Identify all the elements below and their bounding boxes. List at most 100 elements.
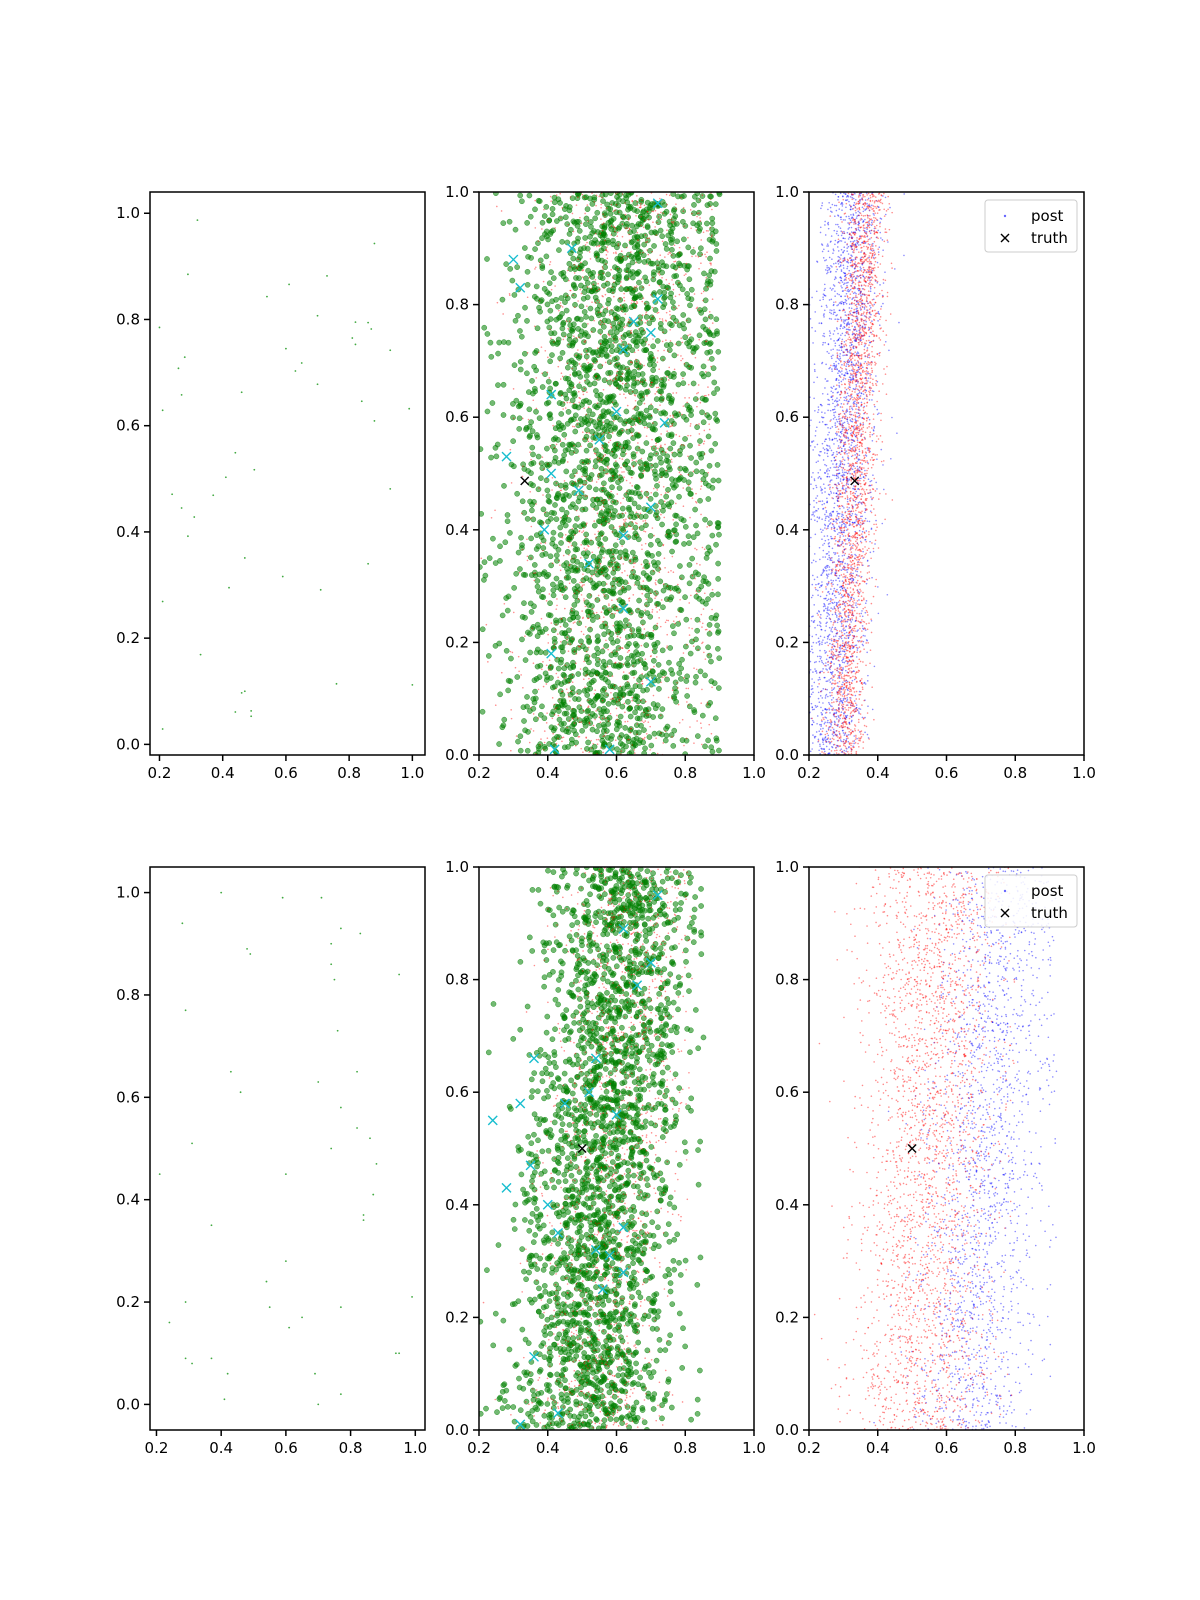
point <box>864 469 866 472</box>
point <box>631 390 634 393</box>
point <box>563 307 570 314</box>
point <box>542 748 545 751</box>
point <box>686 540 692 546</box>
point <box>568 736 575 743</box>
point <box>632 388 639 395</box>
point <box>564 407 567 409</box>
point <box>569 374 572 376</box>
point <box>840 748 843 750</box>
point <box>671 206 678 213</box>
point <box>576 689 582 695</box>
point <box>678 266 680 268</box>
point <box>504 518 511 525</box>
point <box>697 225 703 232</box>
point <box>595 481 598 483</box>
point <box>602 607 605 610</box>
point <box>645 732 648 735</box>
point <box>695 668 698 671</box>
x-marker <box>645 676 656 687</box>
point <box>639 396 646 402</box>
point <box>635 511 638 514</box>
point <box>630 569 636 575</box>
point <box>633 749 636 751</box>
point <box>488 454 494 461</box>
point <box>683 744 685 747</box>
point <box>597 569 604 575</box>
point <box>573 425 576 428</box>
point <box>576 464 583 471</box>
point <box>587 406 590 409</box>
point <box>600 523 603 526</box>
point <box>593 447 599 454</box>
point <box>672 392 674 394</box>
point <box>832 313 835 315</box>
point <box>526 296 529 299</box>
point <box>644 601 650 608</box>
point <box>681 413 687 420</box>
point <box>672 620 675 623</box>
point <box>596 743 599 745</box>
point <box>615 576 621 583</box>
point <box>833 330 836 332</box>
point <box>665 193 668 196</box>
point <box>608 420 614 427</box>
point <box>535 266 537 269</box>
point <box>537 240 540 242</box>
point <box>582 573 584 575</box>
point <box>711 322 714 324</box>
point <box>651 445 657 452</box>
point <box>686 580 693 587</box>
point <box>630 432 633 434</box>
point <box>511 292 518 298</box>
point <box>834 388 837 391</box>
point <box>594 278 597 281</box>
point <box>602 574 605 577</box>
point <box>529 378 535 384</box>
point <box>601 196 603 199</box>
point <box>602 751 605 754</box>
point <box>896 432 898 434</box>
point <box>643 347 649 353</box>
point <box>579 704 582 707</box>
point <box>705 737 711 744</box>
point <box>510 749 512 752</box>
point <box>621 372 624 375</box>
point <box>686 406 692 413</box>
point <box>564 586 567 589</box>
y-tick-label: 0.8 <box>445 296 469 314</box>
point <box>705 596 711 602</box>
point <box>686 562 693 568</box>
point <box>647 597 653 604</box>
point <box>564 335 567 338</box>
point <box>828 609 830 611</box>
point <box>618 700 620 702</box>
point <box>552 435 559 442</box>
point <box>603 670 609 676</box>
point <box>826 444 828 447</box>
point <box>674 343 677 345</box>
point <box>696 398 699 400</box>
point <box>863 315 866 317</box>
point <box>634 405 637 408</box>
point <box>661 276 663 279</box>
point <box>542 649 549 656</box>
point <box>639 477 641 480</box>
point <box>592 433 595 436</box>
point <box>677 606 684 613</box>
point <box>596 456 599 459</box>
point <box>644 219 646 222</box>
point <box>670 425 672 428</box>
point <box>610 237 616 244</box>
point <box>629 731 632 734</box>
point <box>703 440 706 443</box>
point <box>625 421 628 424</box>
point <box>619 316 626 323</box>
point <box>824 539 827 542</box>
point <box>527 213 534 220</box>
point <box>669 314 671 316</box>
point <box>696 392 698 395</box>
point <box>876 458 878 461</box>
point <box>545 683 548 685</box>
point <box>702 231 705 234</box>
point <box>561 679 568 685</box>
